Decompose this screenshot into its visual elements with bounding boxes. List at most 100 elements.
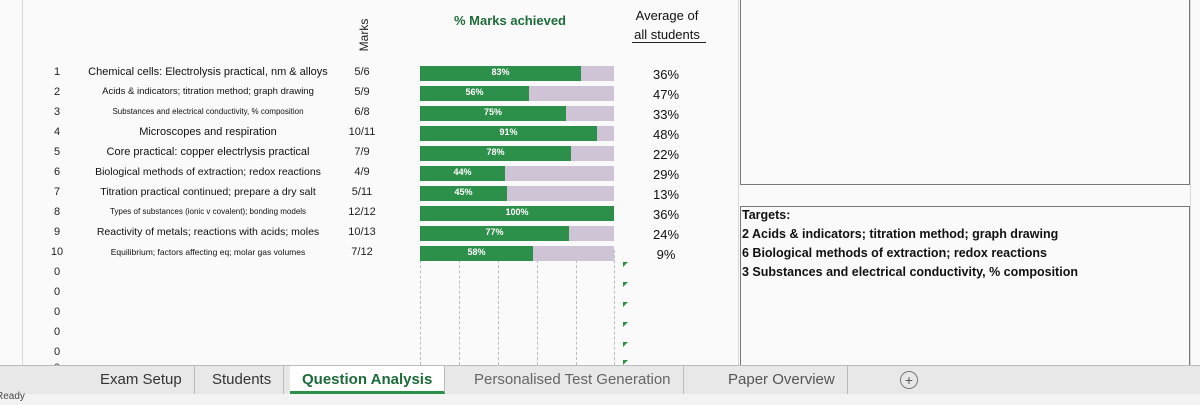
bar-label: 91% — [499, 127, 518, 137]
bar-track: 45% — [420, 186, 614, 201]
marks-cell[interactable]: 12/12 — [348, 206, 376, 218]
average-cell[interactable]: 13% — [652, 187, 680, 202]
cell-marker — [623, 262, 628, 267]
bar-fill — [420, 86, 529, 101]
marks-cell[interactable]: 10/13 — [348, 226, 376, 238]
bar-track: 58% — [420, 246, 614, 261]
bar-fill — [420, 146, 571, 161]
topic-cell[interactable]: Biological methods of extraction; redox … — [95, 166, 321, 178]
cell-marker — [623, 302, 628, 307]
marks-cell[interactable]: 5/11 — [351, 186, 373, 198]
marks-cell[interactable]: 4/9 — [354, 166, 370, 178]
notes-box[interactable] — [740, 0, 1190, 185]
topic-cell[interactable]: Types of substances (ionic v covalent); … — [109, 207, 307, 216]
topic-cell[interactable]: Reactivity of metals; reactions with aci… — [96, 226, 320, 238]
targets-text: Targets: 2 Acids & indicators; titration… — [742, 206, 1078, 282]
bar-label: 58% — [467, 247, 486, 257]
chart-gridline — [420, 250, 421, 365]
row-number: 4 — [53, 126, 61, 138]
average-cell[interactable]: 47% — [652, 87, 680, 102]
chart-gridline — [537, 250, 538, 365]
column-line — [1190, 0, 1191, 365]
average-cell[interactable]: 22% — [652, 147, 680, 162]
average-cell[interactable]: 33% — [652, 107, 680, 122]
marks-cell[interactable]: 6/8 — [354, 106, 370, 118]
row-number: 5 — [53, 146, 61, 158]
bar-track: 77% — [420, 226, 614, 241]
tab-question-analysis[interactable]: Question Analysis — [290, 366, 446, 394]
bar-track: 78% — [420, 146, 614, 161]
topic-cell[interactable]: Chemical cells: Electrolysis practical, … — [88, 66, 328, 78]
bar-fill — [420, 106, 566, 121]
column-line — [738, 0, 739, 365]
targets-box[interactable] — [740, 206, 1190, 365]
average-cell[interactable]: 29% — [652, 167, 680, 182]
bar-fill — [420, 166, 505, 181]
chart-gridline — [614, 250, 615, 365]
row-number: 6 — [53, 166, 61, 178]
topic-cell[interactable]: Titration practical continued; prepare a… — [100, 186, 316, 198]
tab-personalised-test-generation[interactable]: Personalised Test Generation — [462, 366, 684, 394]
average-header-line2: all students — [634, 27, 700, 42]
bar-fill — [420, 226, 569, 241]
row-number: 0 — [46, 362, 68, 365]
average-header: Average of all students — [628, 6, 706, 44]
row-number: 0 — [53, 266, 61, 278]
cell-marker — [623, 360, 628, 365]
row-number: 7 — [53, 186, 61, 198]
row-number: 0 — [53, 346, 61, 358]
target-item: 2 Acids & indicators; titration method; … — [742, 227, 1059, 241]
sheet-tab-bar: Exam Setup Students Question Analysis Pe… — [0, 365, 1200, 394]
bar-fill — [420, 66, 581, 81]
marks-cell[interactable]: 5/9 — [354, 86, 370, 98]
spreadsheet-grid[interactable]: Marks % Marks achieved Average of all st… — [0, 0, 1200, 365]
bar-fill — [420, 186, 507, 201]
average-cell[interactable]: 9% — [656, 247, 676, 262]
bar-track: 56% — [420, 86, 614, 101]
chart-title: % Marks achieved — [453, 13, 566, 28]
bar-label: 56% — [465, 87, 484, 97]
marks-header-text: Marks — [357, 18, 371, 52]
column-line — [22, 0, 23, 365]
topic-cell[interactable]: Equilibrium; factors affecting eq; molar… — [110, 247, 306, 257]
bar-label: 100% — [505, 207, 529, 217]
row-number: 3 — [53, 106, 61, 118]
bar-label: 83% — [491, 67, 510, 77]
tab-exam-setup[interactable]: Exam Setup — [88, 366, 195, 394]
bar-label: 78% — [486, 147, 505, 157]
average-header-line1: Average of — [635, 8, 699, 23]
bar-track: 44% — [420, 166, 614, 181]
chart-gridline — [498, 250, 499, 365]
bar-label: 44% — [453, 167, 472, 177]
row-number: 0 — [53, 286, 61, 298]
topic-cell[interactable]: Microscopes and respiration — [139, 126, 277, 138]
topic-cell[interactable]: Core practical: copper electrlysis pract… — [106, 146, 310, 158]
topic-cell[interactable]: Substances and electrical conductivity, … — [112, 107, 304, 116]
bar-label: 45% — [454, 187, 473, 197]
average-header-border — [632, 42, 706, 43]
marks-cell[interactable]: 7/12 — [351, 246, 373, 258]
average-cell[interactable]: 36% — [652, 207, 680, 222]
average-cell[interactable]: 36% — [652, 67, 680, 82]
bar-track: 91% — [420, 126, 614, 141]
chart-gridline — [576, 250, 577, 365]
topic-cell[interactable]: Acids & indicators; titration method; gr… — [102, 86, 314, 97]
cell-marker — [623, 322, 628, 327]
average-cell[interactable]: 48% — [652, 127, 680, 142]
tab-students[interactable]: Students — [200, 366, 285, 394]
marks-cell[interactable]: 10/11 — [348, 126, 376, 138]
cell-marker — [623, 342, 628, 347]
row-number: 0 — [53, 326, 61, 338]
average-cell[interactable]: 24% — [652, 227, 680, 242]
marks-cell[interactable]: 5/6 — [354, 66, 370, 78]
chart-gridline — [459, 250, 460, 365]
row-number: 9 — [53, 226, 61, 238]
row-number: 8 — [53, 206, 61, 218]
targets-heading: Targets: — [742, 208, 791, 222]
bar-fill — [420, 246, 533, 261]
bar-label: 75% — [483, 107, 502, 117]
add-sheet-icon[interactable]: + — [900, 371, 918, 389]
marks-cell[interactable]: 7/9 — [354, 146, 370, 158]
tab-paper-overview[interactable]: Paper Overview — [716, 366, 848, 394]
status-text: Ready — [0, 391, 25, 402]
